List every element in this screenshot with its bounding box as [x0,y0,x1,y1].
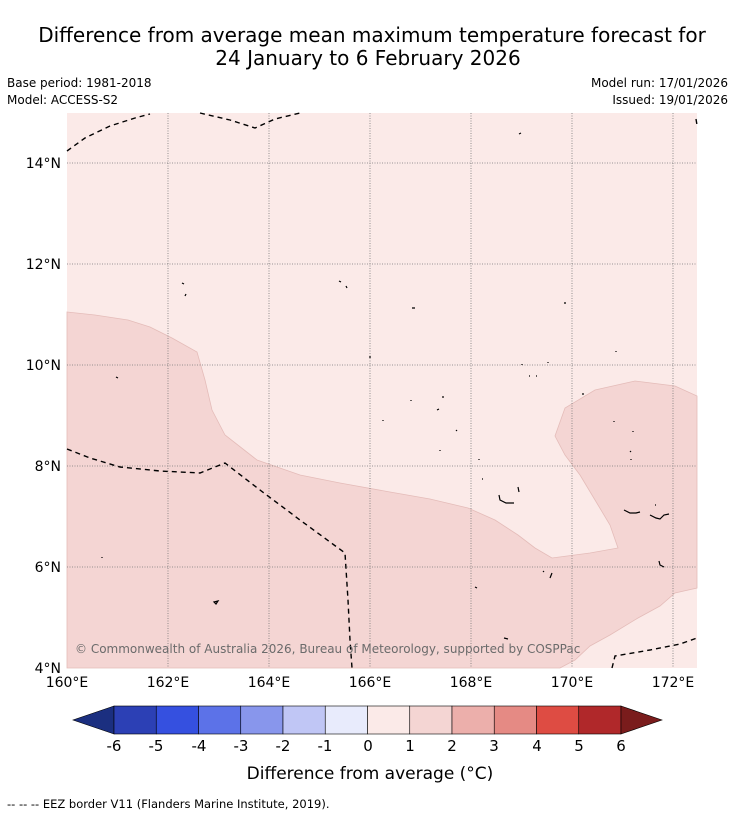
colorbar-segment [282,705,326,735]
copyright-text: © Commonwealth of Australia 2026, Bureau… [75,642,580,656]
lat-label: 4°N [35,661,61,677]
model-run: Model run: 17/01/2026 [590,76,728,90]
colorbar-segment [536,705,580,735]
issued-date: Issued: 19/01/2026 [612,93,728,107]
colorbar-tick-label: 3 [489,737,499,755]
colorbar-arrow-right [620,705,663,735]
colorbar-tick-label: -5 [148,737,164,755]
map-title-line2: 24 January to 6 February 2026 [215,46,521,70]
lon-label: 166°E [349,675,392,691]
base-period: Base period: 1981-2018 [7,76,152,90]
eez-borders [66,112,698,669]
colorbar-tick-label: 4 [532,737,542,755]
eez-legend: -- -- -- EEZ border V11 (Flanders Marine… [7,797,330,811]
colorbar-tick-label: 6 [616,737,626,755]
lat-label: 10°N [26,358,61,374]
longitude-labels: 160°E 162°E 164°E 166°E 168°E 170°E 172°… [46,675,695,691]
colorbar-segment [113,705,157,735]
colorbar-tick-label: 0 [363,737,373,755]
lon-label: 170°E [551,675,594,691]
colorbar-segment [493,705,537,735]
lon-label: 168°E [450,675,493,691]
latitude-labels: 14°N 12°N 10°N 8°N 6°N 4°N [26,156,61,677]
colorbar-tick-label: -3 [233,737,249,755]
lat-label: 6°N [35,560,61,576]
map-gridlines [67,113,697,668]
lat-label: 14°N [26,156,61,172]
colorbar-tick-label: 1 [405,737,415,755]
lon-label: 162°E [147,675,190,691]
colorbar [72,705,663,735]
colorbar-tick-label: 2 [447,737,457,755]
lon-label: 172°E [652,675,695,691]
colorbar-arrow-left [72,705,115,735]
colorbar-segment [451,705,495,735]
colorbar-segment [155,705,199,735]
colorbar-tick-label: -4 [191,737,207,755]
colorbar-segment [409,705,453,735]
lon-label: 160°E [46,675,89,691]
colorbar-segment [198,705,242,735]
anomaly-region-1-2-west [66,311,698,669]
colorbar-tick-label: -1 [317,737,333,755]
model-name: Model: ACCESS-S2 [7,93,119,107]
colorbar-segment [578,705,622,735]
colorbar-segment [324,705,368,735]
map-title-line1: Difference from average mean maximum tem… [38,23,706,47]
colorbar-segment [240,705,284,735]
colorbar-segment [367,705,411,735]
colorbar-tick-label: -6 [106,737,122,755]
colorbar-title: Difference from average (°C) [246,764,494,784]
lat-label: 12°N [26,257,61,273]
colorbar-tick-label: 5 [574,737,584,755]
colorbar-tick-label: -2 [275,737,291,755]
lat-label: 8°N [35,459,61,475]
islands [101,132,670,640]
lon-label: 164°E [248,675,291,691]
